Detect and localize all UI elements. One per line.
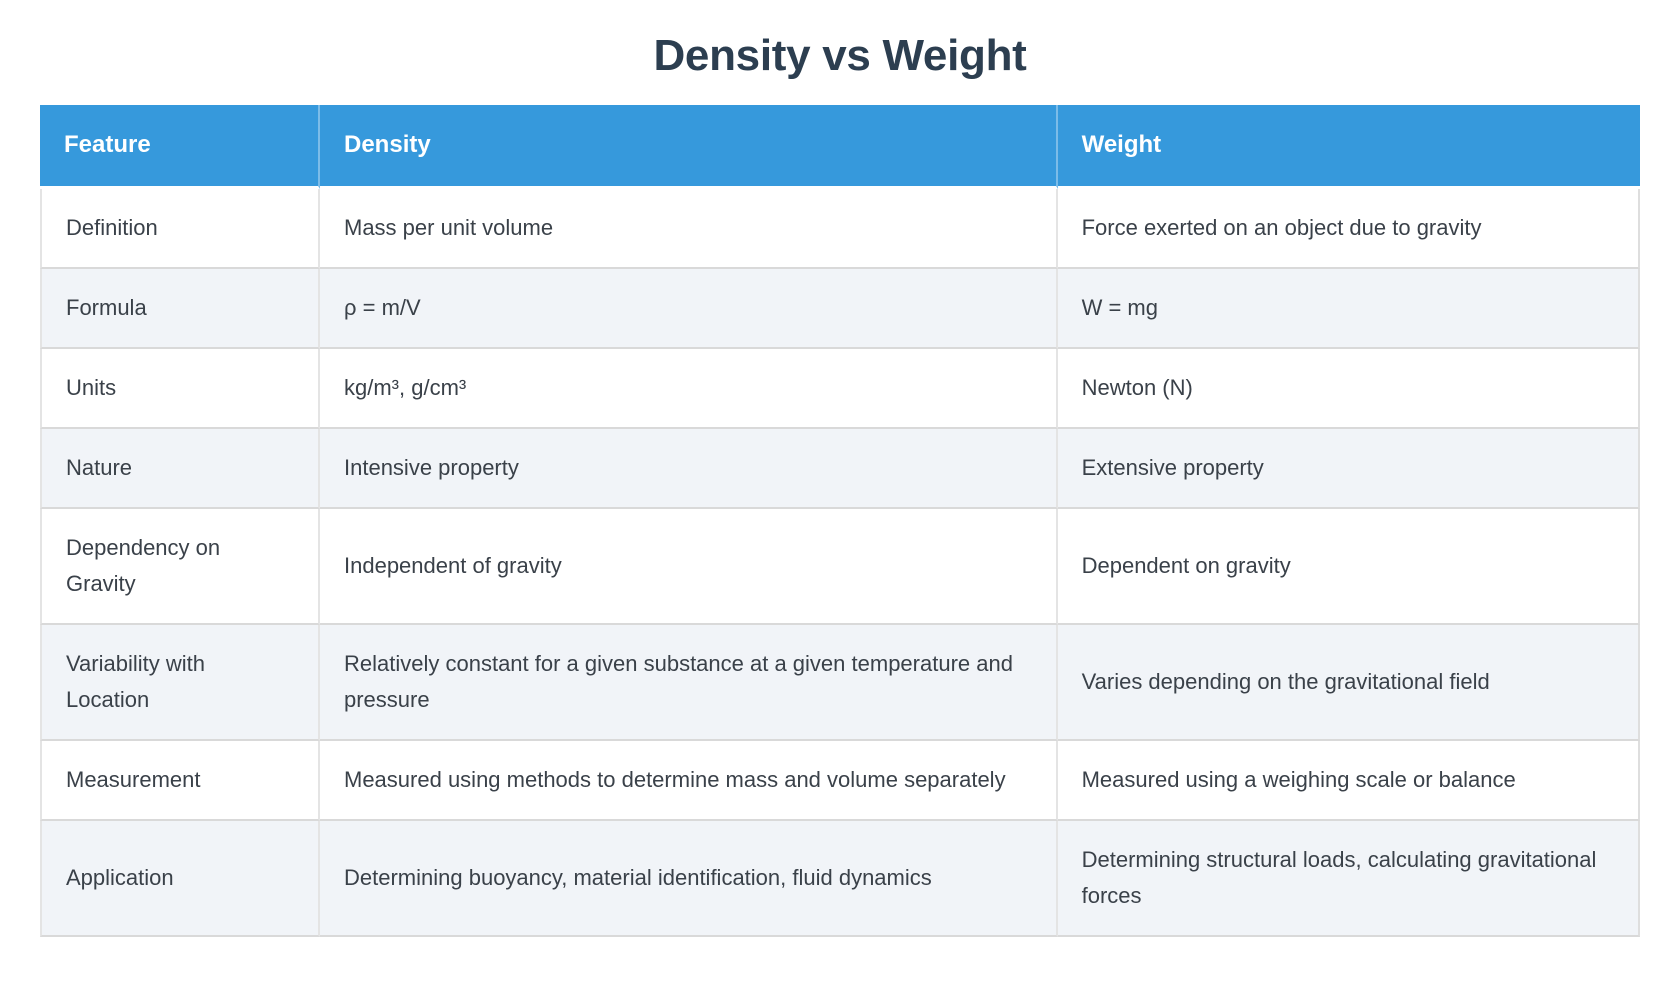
cell-weight: Determining structural loads, calculatin… [1057, 820, 1640, 937]
cell-density: Intensive property [320, 428, 1058, 509]
cell-density: Determining buoyancy, material identific… [320, 820, 1058, 937]
cell-weight: Extensive property [1057, 428, 1640, 509]
table-row: Formula ρ = m/V W = mg [40, 268, 1640, 349]
cell-weight: Varies depending on the gravitational fi… [1057, 624, 1640, 741]
cell-density: Mass per unit volume [320, 188, 1058, 269]
page-title: Density vs Weight [653, 31, 1027, 80]
cell-weight: Measured using a weighing scale or balan… [1057, 740, 1640, 821]
cell-weight: Dependent on gravity [1057, 508, 1640, 625]
table-header-row: Feature Density Weight [40, 104, 1640, 189]
header-cell-weight: Weight [1057, 104, 1640, 189]
cell-density: Relatively constant for a given substanc… [320, 624, 1058, 741]
cell-feature: Measurement [40, 740, 320, 821]
cell-feature: Formula [40, 268, 320, 349]
table-body: Definition Mass per unit volume Force ex… [40, 188, 1640, 937]
table-row: Measurement Measured using methods to de… [40, 740, 1640, 821]
table-row: Definition Mass per unit volume Force ex… [40, 188, 1640, 269]
cell-density: Independent of gravity [320, 508, 1058, 625]
table-row: Application Determining buoyancy, materi… [40, 820, 1640, 937]
cell-feature: Dependency on Gravity [40, 508, 320, 625]
page: Density vs Weight Feature Density Weight… [40, 31, 1640, 937]
cell-density: kg/m³, g/cm³ [320, 348, 1058, 429]
table-row: Nature Intensive property Extensive prop… [40, 428, 1640, 509]
table-row: Variability with Location Relatively con… [40, 624, 1640, 741]
table-row: Units kg/m³, g/cm³ Newton (N) [40, 348, 1640, 429]
cell-weight: Force exerted on an object due to gravit… [1057, 188, 1640, 269]
cell-feature: Units [40, 348, 320, 429]
cell-weight: W = mg [1057, 268, 1640, 349]
header-cell-feature: Feature [40, 104, 320, 189]
cell-feature: Definition [40, 188, 320, 269]
table-row: Dependency on Gravity Independent of gra… [40, 508, 1640, 625]
cell-weight: Newton (N) [1057, 348, 1640, 429]
comparison-table: Feature Density Weight Definition Mass p… [40, 104, 1640, 937]
cell-feature: Application [40, 820, 320, 937]
cell-density: Measured using methods to determine mass… [320, 740, 1058, 821]
header-cell-density: Density [320, 104, 1058, 189]
cell-feature: Variability with Location [40, 624, 320, 741]
cell-feature: Nature [40, 428, 320, 509]
cell-density: ρ = m/V [320, 268, 1058, 349]
